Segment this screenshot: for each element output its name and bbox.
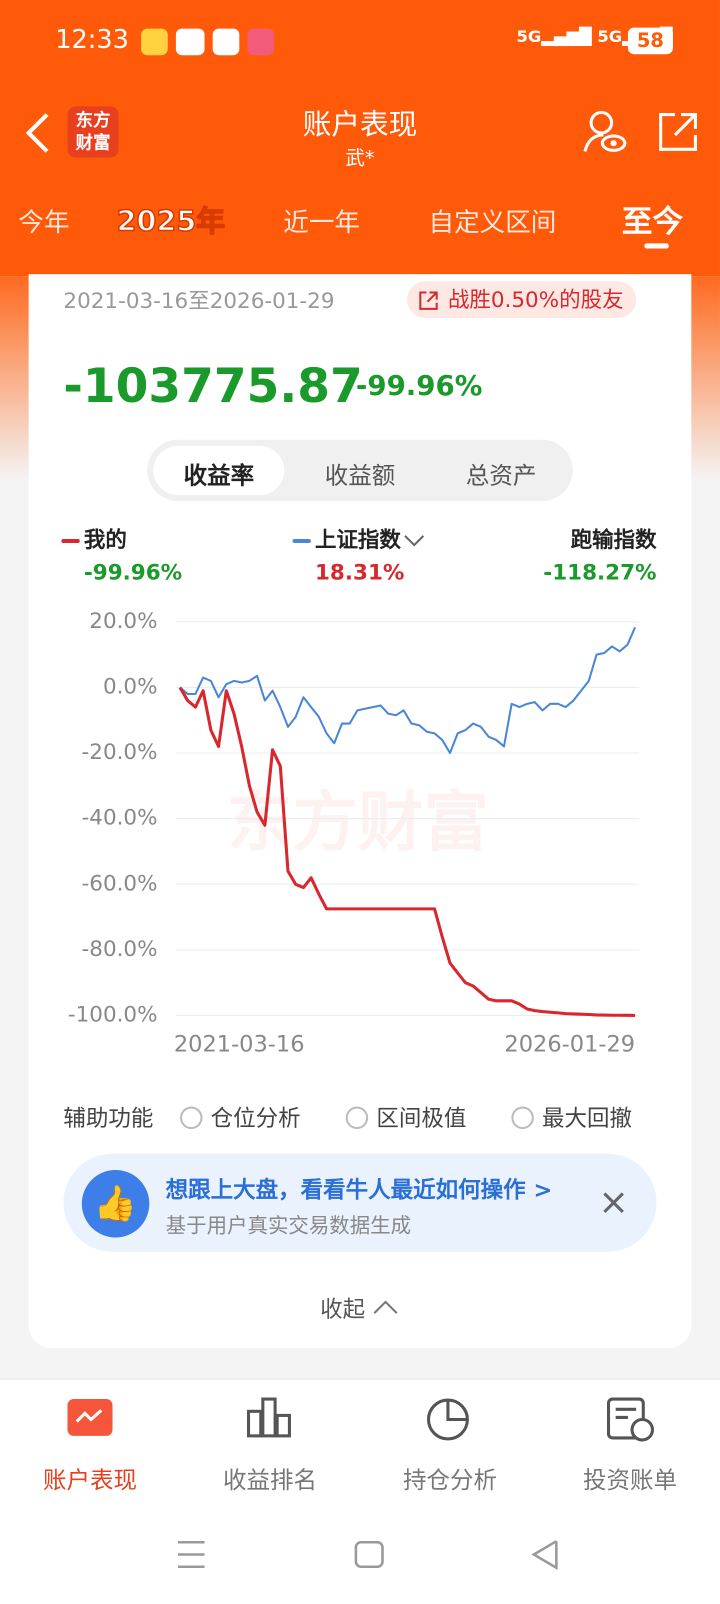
amount: -103775.87 bbox=[63, 357, 363, 414]
banner-subtitle: 基于用户真实交易数据生成 bbox=[165, 1212, 412, 1238]
nav-item[interactable]: 持仓分析 bbox=[402, 1467, 498, 1495]
logo-line: 财富 bbox=[75, 132, 111, 154]
nav-item-active[interactable]: 账户表现 bbox=[42, 1467, 138, 1495]
share-button[interactable] bbox=[657, 110, 700, 153]
battery: 58 bbox=[627, 27, 673, 55]
segment[interactable]: 收益额 bbox=[324, 463, 396, 490]
aux-label: 辅助功能 bbox=[63, 1106, 154, 1133]
nav-icon bbox=[426, 1398, 469, 1441]
chart: 东方财富 20.0% 0.0% -20.0% -40.0% -60.0% -80.0% -10… bbox=[61, 527, 657, 1058]
gesture-bar bbox=[177, 1540, 558, 1571]
segment[interactable]: 收益率 bbox=[183, 463, 255, 490]
legend-name: 上证指数 bbox=[315, 528, 401, 553]
y-tick-label: 0.0% bbox=[103, 674, 158, 699]
app-logo: 东方 财富 bbox=[67, 106, 119, 158]
x-tick-label: 2021-03-16 bbox=[174, 1032, 305, 1058]
nav-icon bbox=[67, 1399, 113, 1436]
banner-icon: 👍 bbox=[81, 1169, 150, 1238]
x-tick-label: 2026-01-29 bbox=[504, 1032, 635, 1058]
collapse-arrow bbox=[373, 1300, 398, 1314]
aux-option-label: 最大回撤 bbox=[542, 1106, 633, 1133]
aux-option[interactable]: 最大回撤 bbox=[511, 1100, 632, 1133]
excess-name: 跑输指数 bbox=[571, 527, 657, 553]
header-bg bbox=[0, 0, 720, 277]
legend-name: 我的 bbox=[84, 527, 127, 553]
period: 2021-03-16至2026-01-29 bbox=[63, 288, 335, 313]
series-line bbox=[179, 626, 637, 755]
y-tick-label: -20.0% bbox=[82, 740, 158, 765]
aux-option-label: 仓位分析 bbox=[210, 1106, 301, 1133]
back-button[interactable] bbox=[22, 110, 53, 155]
logo-line: 东方 bbox=[75, 110, 111, 131]
collapse[interactable]: 收起 bbox=[320, 1292, 399, 1325]
notification-icons bbox=[141, 28, 284, 56]
rate: -99.96% bbox=[355, 370, 483, 402]
y-tick-label: -60.0% bbox=[82, 871, 158, 896]
y-tick-label: -100.0% bbox=[68, 1003, 158, 1028]
aux-option-label: 区间极值 bbox=[376, 1106, 467, 1133]
time: 12:33 bbox=[55, 24, 129, 55]
banner-title[interactable]: 想跟上大盘，看看牛人最近如何操作 > bbox=[165, 1178, 553, 1204]
tab[interactable]: 自定义区间 bbox=[428, 207, 557, 238]
watch-button[interactable] bbox=[581, 108, 628, 155]
page-subtitle: 武* bbox=[345, 147, 375, 170]
segment[interactable]: 总资产 bbox=[465, 463, 537, 490]
page-title: 账户表现 bbox=[302, 107, 418, 142]
y-tick-label: 20.0% bbox=[89, 609, 157, 634]
banner[interactable] bbox=[63, 1153, 657, 1252]
tab[interactable]: 2025年 bbox=[116, 204, 226, 239]
y-tick-label: -40.0% bbox=[82, 806, 158, 831]
excess-value: -118.27% bbox=[543, 561, 656, 586]
nav-icon bbox=[246, 1397, 291, 1438]
series-line bbox=[178, 686, 636, 1017]
segment-active-bg bbox=[153, 445, 285, 495]
legend-value: 18.31% bbox=[315, 561, 404, 586]
banner-close[interactable] bbox=[601, 1190, 626, 1215]
watermark: 东方财富 bbox=[227, 784, 489, 860]
nav-item[interactable]: 收益排名 bbox=[222, 1467, 318, 1495]
collapse-label: 收起 bbox=[320, 1297, 366, 1324]
aux-option[interactable]: 仓位分析 bbox=[179, 1100, 301, 1133]
badge[interactable]: 战胜0.50%的股友 bbox=[407, 281, 636, 319]
nav-item[interactable]: 投资账单 bbox=[582, 1467, 678, 1495]
tab[interactable]: 今年 bbox=[18, 207, 70, 238]
tab-indicator bbox=[644, 243, 669, 249]
legend-value: -99.96% bbox=[84, 561, 182, 586]
legend-dropdown bbox=[404, 535, 425, 547]
y-tick-label: -80.0% bbox=[82, 937, 158, 962]
tab-active[interactable]: 至今 bbox=[621, 204, 684, 241]
aux-option[interactable]: 区间极值 bbox=[345, 1100, 467, 1133]
badge-icon bbox=[419, 291, 438, 310]
tab[interactable]: 近一年 bbox=[283, 207, 361, 238]
nav-icon bbox=[606, 1397, 655, 1442]
